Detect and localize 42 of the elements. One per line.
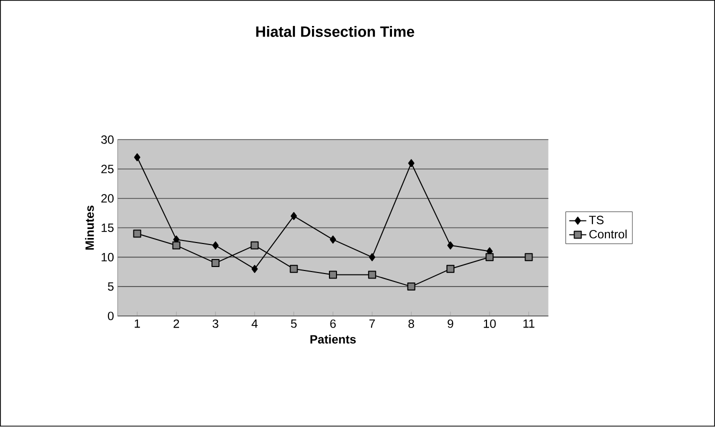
y-tick-label: 15	[102, 224, 114, 232]
y-tick-label: 30	[101, 136, 114, 144]
point	[408, 159, 414, 168]
point	[133, 230, 142, 238]
point	[212, 242, 219, 250]
y-tick-label: 5	[108, 282, 114, 291]
point	[290, 265, 298, 274]
point	[447, 242, 454, 250]
x-tick-label: 2	[174, 320, 180, 328]
point	[446, 265, 454, 274]
x-tick-label: 11	[523, 320, 534, 328]
x-tick-label: 3	[212, 320, 218, 328]
point	[134, 153, 140, 162]
point	[368, 253, 376, 262]
y-tick-label: 10	[102, 253, 114, 262]
point	[290, 212, 297, 220]
point	[252, 265, 258, 274]
x-axis-title: Patients	[310, 335, 356, 344]
point	[211, 259, 220, 268]
chart-title: Hiatal Dissection Time	[256, 26, 414, 38]
x-tick-label: 4	[252, 320, 258, 328]
point	[524, 253, 533, 262]
legend-label: Control	[589, 230, 627, 239]
x-tick-label: 6	[330, 320, 336, 328]
point	[172, 242, 180, 250]
y-axis-title: Minutes	[85, 206, 94, 250]
x-tick-label: 9	[448, 320, 454, 328]
y-tick-label: 25	[101, 165, 114, 174]
point	[330, 236, 336, 244]
x-tick-label: 8	[408, 320, 414, 328]
point	[368, 271, 376, 280]
legend-label: TS	[589, 216, 604, 224]
x-tick-label: 1	[134, 320, 140, 328]
y-tick-label: 20	[101, 194, 114, 203]
x-tick-label: 7	[369, 320, 375, 328]
point	[250, 242, 259, 250]
point	[328, 271, 337, 280]
x-tick-label: 5	[290, 320, 297, 328]
y-tick-label: 0	[108, 312, 114, 320]
point	[407, 282, 416, 291]
point	[486, 253, 494, 262]
x-tick-label: 10	[484, 320, 496, 328]
